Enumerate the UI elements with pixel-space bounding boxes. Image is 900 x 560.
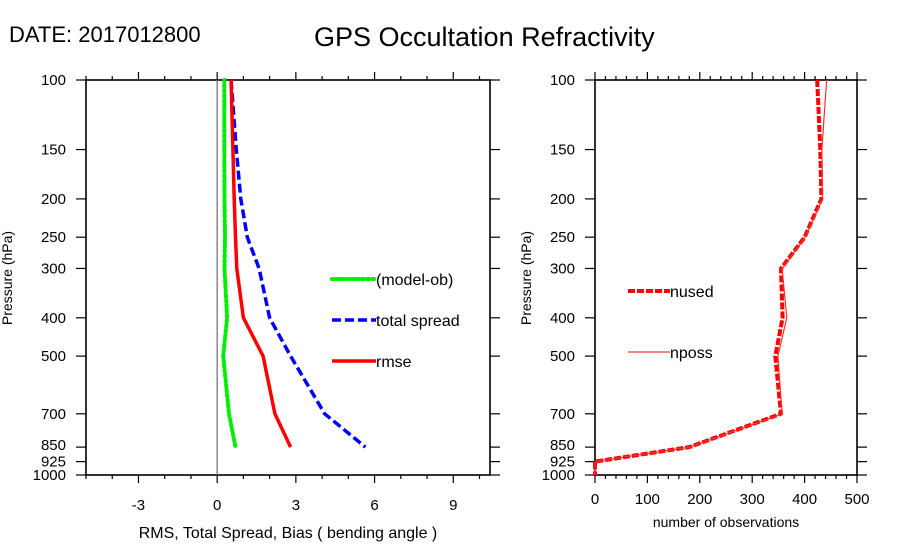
left-plot-x-tick-label: 6 bbox=[370, 497, 378, 514]
right-plot-y-tick-label: 850 bbox=[550, 437, 575, 454]
left-plot-x-axis-title: RMS, Total Spread, Bias ( bending angle … bbox=[139, 525, 438, 542]
right-plot-legend-label: nused bbox=[670, 284, 714, 301]
left-plot-series-rmse bbox=[229, 79, 293, 448]
right-plot-series-nused bbox=[593, 79, 824, 475]
left-plot-series-totalspread bbox=[229, 79, 367, 449]
left-plot-x-tick-label: 3 bbox=[292, 497, 300, 514]
right-plot-y-tick-label: 1000 bbox=[542, 467, 575, 484]
left-plot-y-tick-label: 100 bbox=[41, 72, 66, 89]
left-plot-y-tick-label: 700 bbox=[41, 406, 66, 423]
right-plot-frame bbox=[594, 79, 858, 476]
right-plot-y-tick-label: 300 bbox=[550, 260, 575, 277]
right-plot-x-tick-label: 200 bbox=[687, 491, 712, 508]
left-plot-y-tick-label: 1000 bbox=[33, 467, 66, 484]
right-plot-legend-label: nposs bbox=[670, 345, 713, 362]
left-plot-frame bbox=[85, 79, 491, 476]
left-plot bbox=[76, 72, 500, 483]
right-plot-y-axis-title: Pressure (hPa) bbox=[518, 231, 534, 325]
left-plot-y-axis-title: Pressure (hPa) bbox=[0, 231, 15, 325]
right-plot-y-tick-label: 400 bbox=[550, 310, 575, 327]
right-plot-y-tick-label: 200 bbox=[550, 191, 575, 208]
date-label: DATE: 2017012800 bbox=[9, 22, 201, 47]
right-plot-y-tick-label: 150 bbox=[550, 142, 575, 159]
left-plot-y-tick-label: 925 bbox=[41, 454, 66, 471]
right-plot-x-tick-label: 500 bbox=[844, 491, 869, 508]
right-plot-y-tick-label: 700 bbox=[550, 406, 575, 423]
left-plot-legend-label: (model-ob) bbox=[376, 272, 453, 289]
left-plot-legend-label: total spread bbox=[376, 313, 460, 330]
left-plot-y-tick-label: 250 bbox=[41, 229, 66, 246]
right-plot-x-tick-label: 100 bbox=[635, 491, 660, 508]
left-plot-legend-label: rmse bbox=[376, 354, 412, 371]
left-plot-series-modelob bbox=[221, 78, 238, 450]
left-plot-y-tick-label: 300 bbox=[41, 260, 66, 277]
left-plot-y-tick-label: 850 bbox=[41, 437, 66, 454]
right-plot-x-tick-label: 0 bbox=[591, 491, 599, 508]
right-plot-y-tick-label: 250 bbox=[550, 229, 575, 246]
right-plot-series-nposs bbox=[594, 79, 828, 475]
right-plot-x-tick-label: 300 bbox=[740, 491, 765, 508]
left-plot-x-tick-label: 9 bbox=[449, 497, 457, 514]
left-plot-x-tick-label: -3 bbox=[132, 497, 145, 514]
right-plot bbox=[585, 72, 867, 483]
right-plot-y-tick-label: 500 bbox=[550, 348, 575, 365]
left-plot-y-tick-label: 500 bbox=[41, 348, 66, 365]
left-plot-y-tick-label: 150 bbox=[41, 142, 66, 159]
chart-title: GPS Occultation Refractivity bbox=[314, 22, 655, 52]
left-plot-y-tick-label: 200 bbox=[41, 191, 66, 208]
left-plot-x-tick-label: 0 bbox=[213, 497, 221, 514]
right-plot-x-axis-title: number of observations bbox=[653, 514, 799, 530]
right-plot-y-tick-label: 100 bbox=[550, 72, 575, 89]
right-plot-x-tick-label: 400 bbox=[792, 491, 817, 508]
left-plot-y-tick-label: 400 bbox=[41, 310, 66, 327]
right-plot-y-tick-label: 925 bbox=[550, 454, 575, 471]
